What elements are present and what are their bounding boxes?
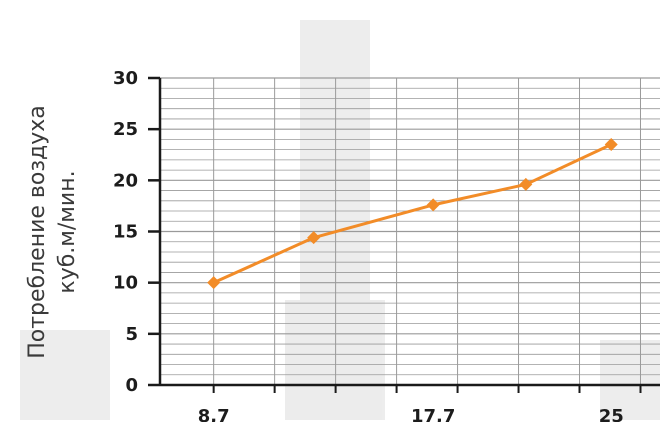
data-point-marker xyxy=(426,198,440,212)
data-point-marker xyxy=(207,276,221,290)
y-tick-label: 20 xyxy=(113,170,138,191)
chart-series xyxy=(207,138,618,290)
y-tick-label: 25 xyxy=(113,119,138,140)
y-tick-label: 5 xyxy=(125,324,138,345)
y-tick-label: 10 xyxy=(113,273,138,294)
x-tick-label: 25 xyxy=(599,406,624,422)
y-tick-label: 15 xyxy=(113,222,138,243)
y-tick-label: 0 xyxy=(125,375,138,396)
data-point-marker xyxy=(519,177,533,191)
y-axis-ticks: 0 5 10 15 20 25 30 xyxy=(113,68,160,396)
chart-grid xyxy=(160,77,660,385)
y-tick-label: 30 xyxy=(113,68,138,89)
data-point-marker xyxy=(604,138,618,152)
x-axis-ticks: 8,7 17,7 25 xyxy=(198,385,642,422)
y-axis-title-line-2: куб.м/мин. xyxy=(55,170,80,293)
background-watermark xyxy=(20,20,660,420)
data-point-marker xyxy=(307,231,321,245)
x-tick-label: 17,7 xyxy=(411,406,455,422)
x-tick-label: 8,7 xyxy=(198,406,230,422)
y-axis-title-line-1: Потребление воздуха xyxy=(25,105,50,359)
